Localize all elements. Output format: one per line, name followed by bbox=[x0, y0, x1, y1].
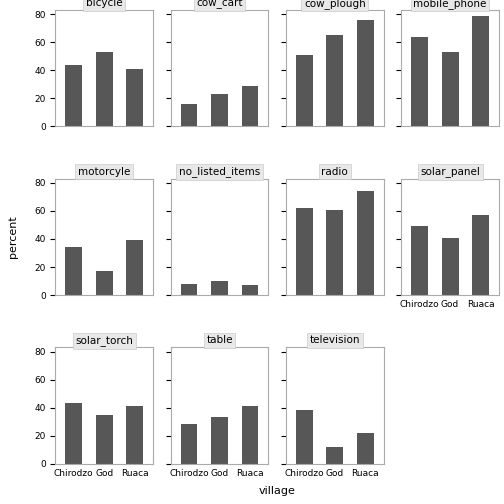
Bar bbox=[211, 417, 228, 464]
Text: percent: percent bbox=[8, 216, 18, 258]
Bar bbox=[411, 226, 428, 295]
Bar bbox=[211, 94, 228, 127]
Bar bbox=[242, 86, 259, 127]
Bar bbox=[96, 415, 113, 464]
Title: radio: radio bbox=[322, 166, 348, 176]
Bar bbox=[357, 20, 374, 127]
Bar bbox=[66, 247, 82, 295]
Bar bbox=[127, 406, 143, 464]
Title: solar_panel: solar_panel bbox=[420, 166, 480, 177]
Bar bbox=[411, 37, 428, 127]
Bar bbox=[327, 210, 343, 295]
Text: village: village bbox=[259, 486, 296, 496]
Bar bbox=[442, 52, 459, 127]
Title: solar_torch: solar_torch bbox=[76, 335, 133, 346]
Bar bbox=[327, 35, 343, 127]
Bar bbox=[66, 403, 82, 464]
Bar bbox=[357, 192, 374, 295]
Bar bbox=[180, 284, 198, 295]
Bar bbox=[96, 52, 113, 127]
Bar bbox=[127, 69, 143, 127]
Title: bicycle: bicycle bbox=[86, 0, 122, 8]
Bar bbox=[127, 240, 143, 295]
Bar bbox=[242, 406, 259, 464]
Bar bbox=[180, 424, 198, 464]
Title: table: table bbox=[206, 335, 233, 345]
Bar bbox=[357, 433, 374, 464]
Bar bbox=[211, 281, 228, 295]
Bar bbox=[442, 237, 459, 295]
Bar bbox=[180, 104, 198, 127]
Title: no_listed_items: no_listed_items bbox=[179, 166, 260, 177]
Title: cow_plough: cow_plough bbox=[304, 0, 366, 9]
Bar bbox=[96, 271, 113, 295]
Bar bbox=[472, 215, 489, 295]
Bar bbox=[242, 285, 259, 295]
Title: television: television bbox=[309, 335, 360, 345]
Bar bbox=[66, 65, 82, 127]
Title: motorcyle: motorcyle bbox=[78, 166, 131, 176]
Bar bbox=[296, 55, 312, 127]
Title: cow_cart: cow_cart bbox=[197, 0, 243, 9]
Bar bbox=[296, 208, 312, 295]
Bar bbox=[296, 410, 312, 464]
Bar bbox=[327, 447, 343, 464]
Bar bbox=[472, 16, 489, 127]
Title: mobile_phone: mobile_phone bbox=[413, 0, 487, 9]
